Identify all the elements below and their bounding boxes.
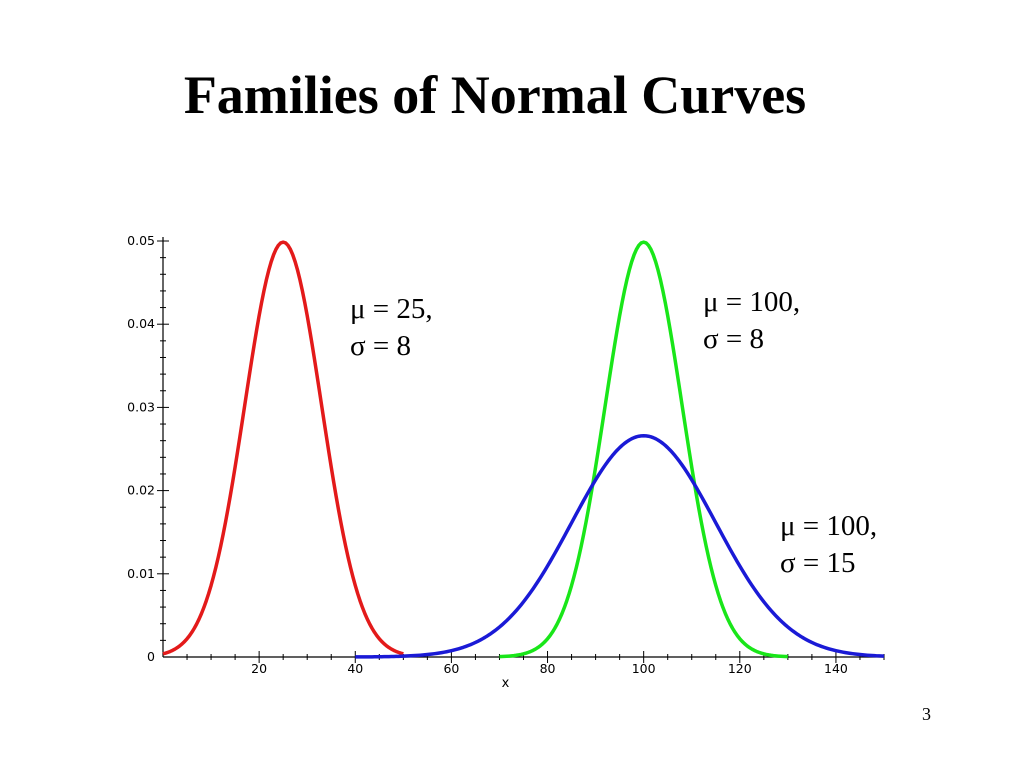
x-axis-label: x [502,676,510,691]
page-number: 3 [922,704,931,724]
x-tick-label: 60 [443,661,459,676]
series-annotation-1: σ = 8 [350,330,411,362]
y-tick-label: 0.01 [127,566,155,581]
series-line-1 [162,240,404,656]
series-annotation-1: μ = 25, [350,293,433,325]
series-line-3 [355,433,885,659]
x-tick-label: 40 [347,661,363,676]
x-tick-label: 120 [728,661,752,676]
x-tick-label: 80 [540,661,556,676]
y-tick-label: 0.04 [127,316,155,331]
series-annotation-3: σ = 15 [780,547,856,579]
x-tick-label: 20 [251,661,267,676]
y-tick-label: 0 [147,649,155,664]
chart-annotations: μ = 25, σ = 8 μ = 100, σ = 8 μ = 100, σ = 15 [350,286,877,579]
y-tick-label: 0.03 [127,399,155,414]
x-tick-label: 140 [824,661,848,676]
chart-axes: 20 40 60 80 100 120 140 0 0.01 0.02 0.03 0.04 0.05 x [127,233,885,691]
y-tick-label: 0.05 [127,233,155,248]
series-annotation-3: μ = 100, [780,510,877,542]
chart-curves [162,240,885,659]
series-annotation-2: μ = 100, [703,286,800,318]
series-line-2 [499,240,788,659]
slide-title: Families of Normal Curves [183,65,807,125]
series-annotation-2: σ = 8 [703,323,764,355]
x-tick-label: 100 [632,661,656,676]
y-tick-label: 0.02 [127,483,155,498]
